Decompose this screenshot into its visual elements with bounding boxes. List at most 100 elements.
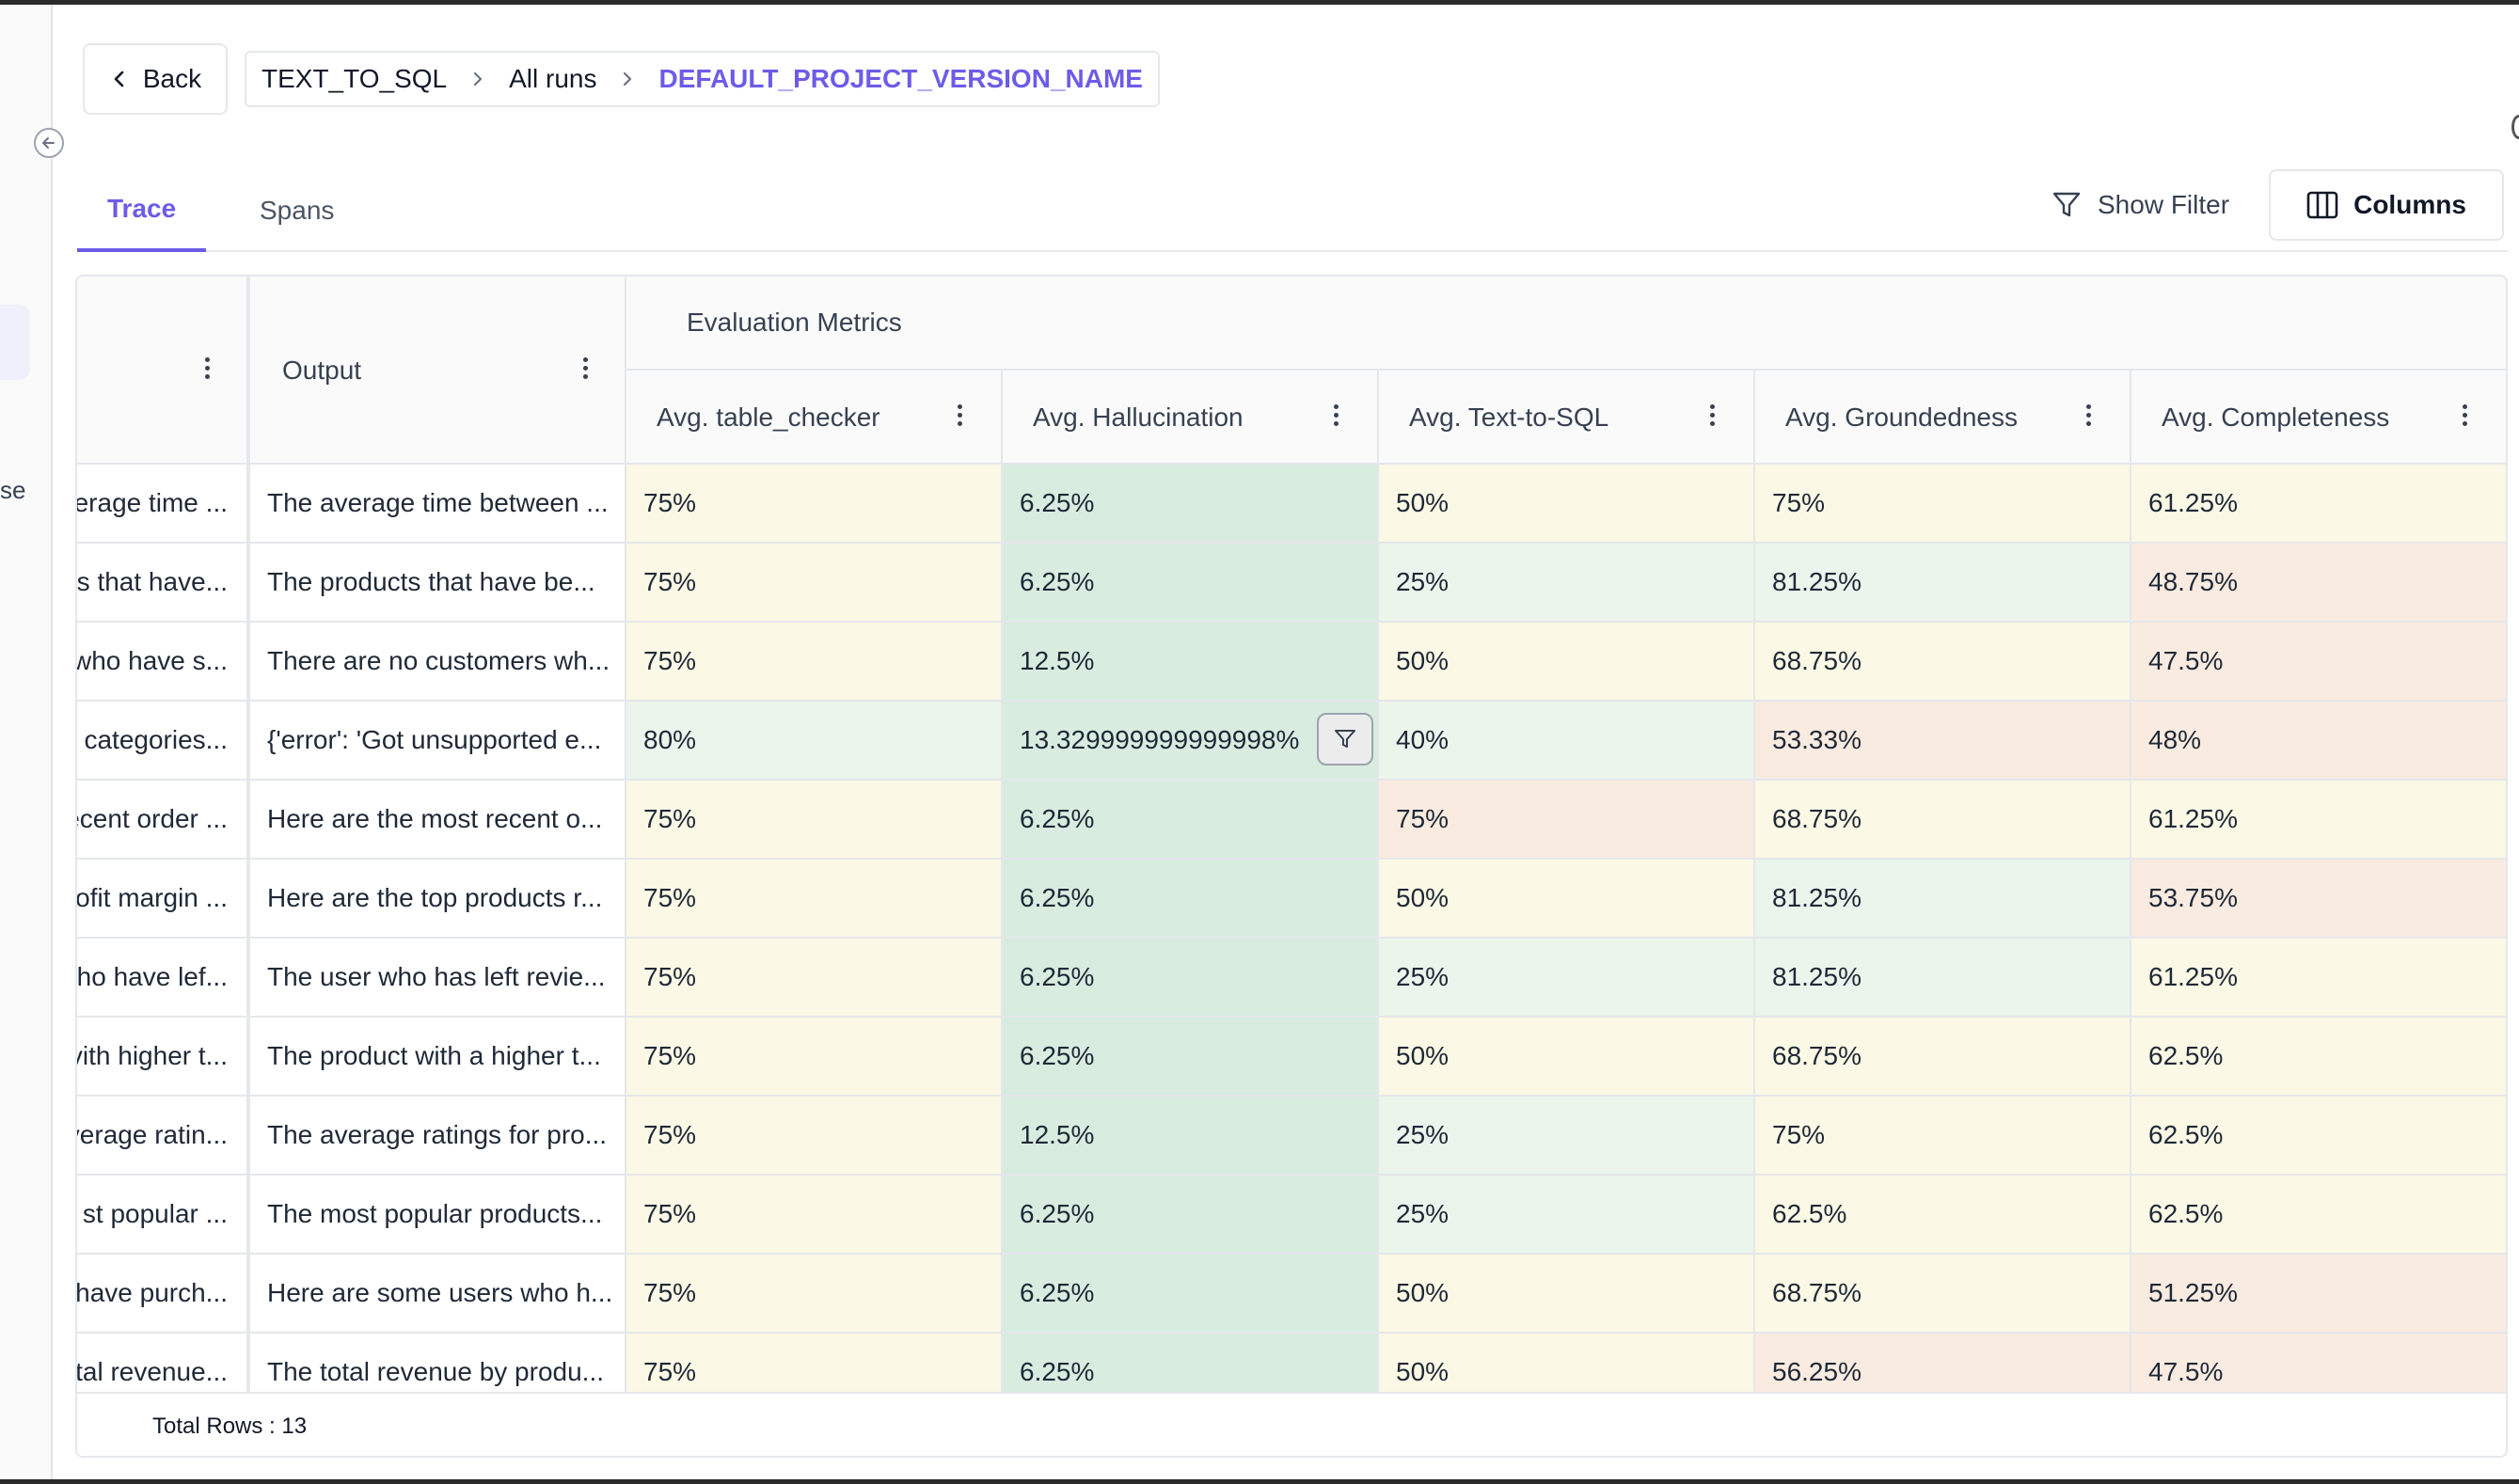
column-header-hallucination[interactable]: Avg. Hallucination: [1003, 371, 1379, 465]
metric-cell-completeness[interactable]: 48.75%: [2131, 544, 2506, 621]
metric-cell-completeness[interactable]: 62.5%: [2131, 1176, 2506, 1253]
output-cell[interactable]: The products that have be...: [250, 544, 626, 621]
metric-cell-hallucination[interactable]: 6.25%: [1003, 781, 1379, 858]
metric-cell-completeness[interactable]: 53.75%: [2131, 860, 2506, 937]
input-cell[interactable]: have purch...: [77, 1255, 250, 1332]
metric-cell-hallucination[interactable]: 6.25%: [1003, 1018, 1379, 1095]
metric-cell-completeness[interactable]: 51.25%: [2131, 1255, 2506, 1332]
table-row[interactable]: vith higher t... The product with a highe…: [77, 1018, 2506, 1097]
metric-cell-table-checker[interactable]: 80%: [626, 702, 1003, 779]
back-button[interactable]: Back: [83, 43, 228, 115]
metric-cell-table-checker[interactable]: 75%: [626, 781, 1003, 858]
metric-cell-table-checker[interactable]: 75%: [626, 939, 1003, 1016]
metric-cell-text-to-sql[interactable]: 50%: [1379, 1018, 1755, 1095]
input-cell[interactable]: tal revenue...: [77, 1334, 250, 1411]
breadcrumb-all-runs[interactable]: All runs: [509, 64, 597, 93]
collapse-sidebar-icon[interactable]: [34, 128, 64, 158]
table-row[interactable]: who have s... There are no customers wh..…: [77, 623, 2506, 702]
metric-cell-completeness[interactable]: 47.5%: [2131, 623, 2506, 700]
kebab-menu-icon[interactable]: [581, 357, 589, 379]
output-cell[interactable]: The average time between ...: [250, 465, 626, 542]
column-header-completeness[interactable]: Avg. Completeness: [2131, 371, 2506, 465]
input-cell[interactable]: who have s...: [77, 623, 250, 700]
metric-cell-groundedness[interactable]: 81.25%: [1755, 544, 2131, 621]
table-row[interactable]: ofit margin ... Here are the top products…: [77, 860, 2506, 939]
metric-cell-text-to-sql[interactable]: 25%: [1379, 544, 1755, 621]
metric-cell-groundedness[interactable]: 81.25%: [1755, 939, 2131, 1016]
table-row[interactable]: vho have lef... The user who has left rev…: [77, 939, 2506, 1018]
input-cell[interactable]: vith higher t...: [77, 1018, 250, 1095]
table-row[interactable]: st popular ... The most popular products.…: [77, 1176, 2506, 1255]
metric-cell-hallucination[interactable]: 6.25%: [1003, 939, 1379, 1016]
metric-cell-text-to-sql[interactable]: 50%: [1379, 1255, 1755, 1332]
metric-cell-table-checker[interactable]: 75%: [626, 623, 1003, 700]
table-row[interactable]: verage ratin... The average ratings for p…: [77, 1097, 2506, 1176]
metric-cell-groundedness[interactable]: 68.75%: [1755, 1255, 2131, 1332]
metric-cell-groundedness[interactable]: 62.5%: [1755, 1176, 2131, 1253]
output-cell[interactable]: The product with a higher t...: [250, 1018, 626, 1095]
metric-cell-hallucination[interactable]: 6.25%: [1003, 860, 1379, 937]
column-header-groundedness[interactable]: Avg. Groundedness: [1755, 371, 2131, 465]
metric-cell-groundedness[interactable]: 81.25%: [1755, 860, 2131, 937]
metric-cell-completeness[interactable]: 62.5%: [2131, 1097, 2506, 1174]
input-cell[interactable]: st popular ...: [77, 1176, 250, 1253]
input-cell[interactable]: vho have lef...: [77, 939, 250, 1016]
tab-spans[interactable]: Spans: [260, 196, 335, 225]
metric-cell-hallucination[interactable]: 6.25%: [1003, 1255, 1379, 1332]
metric-cell-groundedness[interactable]: 75%: [1755, 465, 2131, 542]
metric-cell-table-checker[interactable]: 75%: [626, 1018, 1003, 1095]
output-cell[interactable]: {'error': 'Got unsupported e...: [250, 702, 626, 779]
column-header-text-to-sql[interactable]: Avg. Text-to-SQL: [1379, 371, 1755, 465]
input-cell[interactable]: ts that have...: [77, 544, 250, 621]
input-column-header[interactable]: [77, 276, 250, 465]
cell-filter-icon[interactable]: [1317, 713, 1373, 766]
metric-cell-groundedness[interactable]: 68.75%: [1755, 623, 2131, 700]
metric-cell-table-checker[interactable]: 75%: [626, 1255, 1003, 1332]
output-cell[interactable]: There are no customers wh...: [250, 623, 626, 700]
table-row[interactable]: have purch... Here are some users who h..…: [77, 1255, 2506, 1334]
output-cell[interactable]: The user who has left revie...: [250, 939, 626, 1016]
metric-cell-text-to-sql[interactable]: 75%: [1379, 781, 1755, 858]
metric-cell-text-to-sql[interactable]: 50%: [1379, 860, 1755, 937]
metric-cell-groundedness[interactable]: 75%: [1755, 1097, 2131, 1174]
metric-cell-completeness[interactable]: 61.25%: [2131, 781, 2506, 858]
metric-cell-hallucination[interactable]: 6.25%: [1003, 544, 1379, 621]
output-cell[interactable]: Here are the top products r...: [250, 860, 626, 937]
metric-cell-text-to-sql[interactable]: 50%: [1379, 465, 1755, 542]
output-cell[interactable]: The most popular products...: [250, 1176, 626, 1253]
table-row[interactable]: ts that have... The products that have be…: [77, 544, 2506, 623]
kebab-menu-icon[interactable]: [2461, 404, 2468, 426]
metric-cell-completeness[interactable]: 61.25%: [2131, 465, 2506, 542]
metric-cell-completeness[interactable]: 48%: [2131, 702, 2506, 779]
metric-cell-text-to-sql[interactable]: 25%: [1379, 1176, 1755, 1253]
metric-cell-table-checker[interactable]: 75%: [626, 1176, 1003, 1253]
metric-cell-hallucination[interactable]: 13.329999999999998%: [1003, 702, 1379, 779]
metric-cell-groundedness[interactable]: 68.75%: [1755, 1018, 2131, 1095]
input-cell[interactable]: ofit margin ...: [77, 860, 250, 937]
kebab-menu-icon[interactable]: [1708, 404, 1716, 426]
table-row[interactable]: ecent order ... Here are the most recent …: [77, 781, 2506, 860]
kebab-menu-icon[interactable]: [2084, 404, 2092, 426]
metric-cell-text-to-sql[interactable]: 50%: [1379, 623, 1755, 700]
show-filter-button[interactable]: Show Filter: [2051, 179, 2229, 231]
input-cell[interactable]: ecent order ...: [77, 781, 250, 858]
column-header-table-checker[interactable]: Avg. table_checker: [626, 371, 1003, 465]
metric-cell-groundedness[interactable]: 68.75%: [1755, 781, 2131, 858]
kebab-menu-icon[interactable]: [203, 357, 211, 379]
output-cell[interactable]: Here are some users who h...: [250, 1255, 626, 1332]
metric-cell-hallucination[interactable]: 6.25%: [1003, 1176, 1379, 1253]
metric-cell-hallucination[interactable]: 12.5%: [1003, 1097, 1379, 1174]
sidebar-active-item[interactable]: [0, 305, 30, 380]
metric-cell-hallucination[interactable]: 12.5%: [1003, 623, 1379, 700]
breadcrumb-project[interactable]: TEXT_TO_SQL: [261, 64, 448, 93]
output-cell[interactable]: Here are the most recent o...: [250, 781, 626, 858]
input-cell[interactable]: verage ratin...: [77, 1097, 250, 1174]
metric-cell-text-to-sql[interactable]: 25%: [1379, 1097, 1755, 1174]
kebab-menu-icon[interactable]: [956, 404, 963, 426]
output-cell[interactable]: The total revenue by produ...: [250, 1334, 626, 1411]
tab-trace[interactable]: Trace: [77, 169, 207, 252]
input-cell[interactable]: t categories...: [77, 702, 250, 779]
columns-button[interactable]: Columns: [2269, 169, 2504, 241]
metric-cell-completeness[interactable]: 61.25%: [2131, 939, 2506, 1016]
table-row[interactable]: verage time ... The average time between …: [77, 465, 2506, 544]
